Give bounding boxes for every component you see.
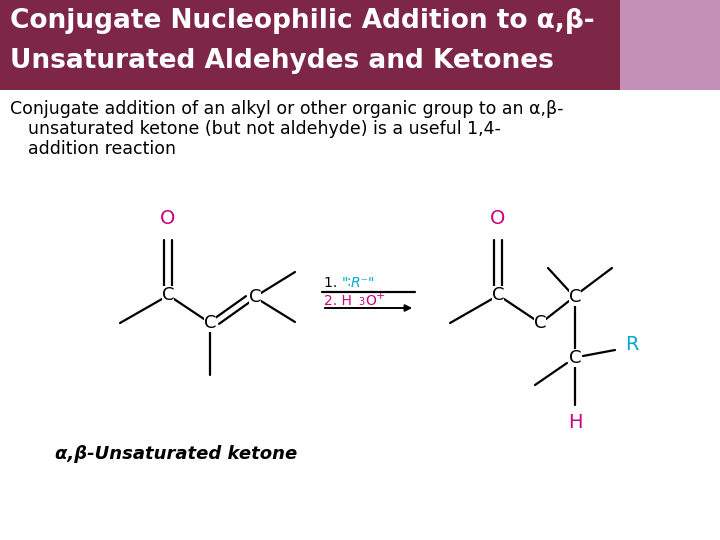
Text: O: O (365, 294, 376, 308)
Text: 3: 3 (358, 297, 364, 307)
Text: O: O (490, 209, 505, 228)
Text: C: C (248, 288, 261, 306)
Text: C: C (204, 314, 216, 332)
Text: O: O (161, 209, 176, 228)
Text: addition reaction: addition reaction (28, 140, 176, 158)
Text: Conjugate addition of an alkyl or other organic group to an α,β-: Conjugate addition of an alkyl or other … (10, 100, 564, 118)
Text: C: C (569, 349, 581, 367)
Text: Conjugate Nucleophilic Addition to α,β-: Conjugate Nucleophilic Addition to α,β- (10, 8, 595, 34)
Text: C: C (569, 288, 581, 306)
Bar (620, 0, 720, 90)
Text: unsaturated ketone (but not aldehyde) is a useful 1,4-: unsaturated ketone (but not aldehyde) is… (28, 120, 501, 138)
Text: R: R (625, 335, 639, 354)
Text: C: C (534, 314, 546, 332)
Text: "∶R⁻": "∶R⁻" (342, 276, 375, 290)
Text: 2. H: 2. H (324, 294, 352, 308)
Text: +: + (376, 291, 385, 301)
Text: C: C (162, 286, 174, 304)
Text: C: C (492, 286, 504, 304)
Bar (0, 0, 720, 90)
Text: α,β-Unsaturated ketone: α,β-Unsaturated ketone (55, 445, 297, 463)
Text: 1.: 1. (324, 276, 341, 290)
Text: H: H (568, 413, 582, 432)
Text: Unsaturated Aldehydes and Ketones: Unsaturated Aldehydes and Ketones (10, 48, 554, 74)
